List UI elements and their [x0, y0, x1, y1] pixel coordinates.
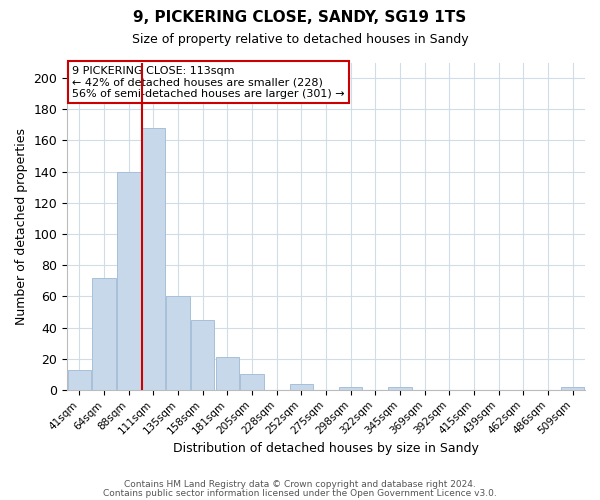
Text: Contains HM Land Registry data © Crown copyright and database right 2024.: Contains HM Land Registry data © Crown c… [124, 480, 476, 489]
Bar [191, 320, 214, 390]
Text: Contains public sector information licensed under the Open Government Licence v3: Contains public sector information licen… [103, 488, 497, 498]
Text: 9, PICKERING CLOSE, SANDY, SG19 1TS: 9, PICKERING CLOSE, SANDY, SG19 1TS [133, 10, 467, 25]
Bar [561, 386, 584, 390]
Bar [388, 386, 412, 390]
Bar [241, 374, 264, 390]
Bar [92, 278, 116, 390]
Bar [68, 370, 91, 390]
Text: Size of property relative to detached houses in Sandy: Size of property relative to detached ho… [131, 32, 469, 46]
Bar [216, 357, 239, 390]
Y-axis label: Number of detached properties: Number of detached properties [15, 128, 28, 324]
Bar [166, 296, 190, 390]
X-axis label: Distribution of detached houses by size in Sandy: Distribution of detached houses by size … [173, 442, 479, 455]
Bar [117, 172, 140, 390]
Bar [290, 384, 313, 390]
Text: 9 PICKERING CLOSE: 113sqm
← 42% of detached houses are smaller (228)
56% of semi: 9 PICKERING CLOSE: 113sqm ← 42% of detac… [73, 66, 345, 99]
Bar [339, 386, 362, 390]
Bar [142, 128, 165, 390]
